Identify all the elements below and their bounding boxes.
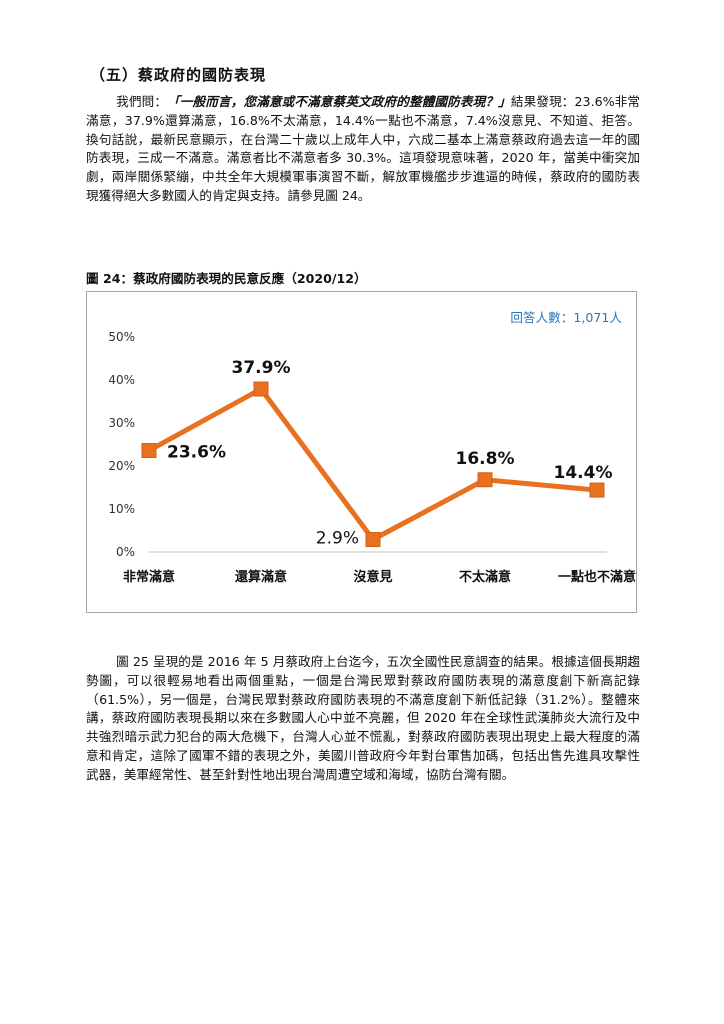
x-tick-label: 沒意見 xyxy=(353,569,392,585)
data-point xyxy=(365,532,381,548)
survey-question: 「一般而言，您滿意或不滿意蔡英文政府的整體國防表現？」 xyxy=(167,94,511,109)
section-title: （五）蔡政府的國防表現 xyxy=(90,66,267,84)
paragraph-trend-text: 圖 25 呈現的是 2016 年 5 月蔡政府上台迄今，五次全國性民意調查的結果… xyxy=(86,654,640,782)
data-point xyxy=(253,381,269,397)
chart-frame: 回答人數：1,071人 0% 10% 20% 30% 40% 50% 非常滿意 還算滿意 沒意見… xyxy=(86,291,637,613)
data-label: 2.9% xyxy=(316,529,359,549)
paragraph-body: 結果發現：23.6%非常滿意，37.9%還算滿意，16.8%不太滿意，14.4%… xyxy=(86,94,641,203)
data-label: 23.6% xyxy=(167,443,226,463)
paragraph-trend: 圖 25 呈現的是 2016 年 5 月蔡政府上台迄今，五次全國性民意調查的結果… xyxy=(86,653,640,785)
data-label: 37.9% xyxy=(232,358,291,378)
y-tick-label: 30% xyxy=(108,416,135,430)
line-chart: 0% 10% 20% 30% 40% 50% 非常滿意 還算滿意 沒意見 不太滿意 一點也不滿意 23… xyxy=(108,330,636,585)
paragraph-findings: 我們問：「一般而言，您滿意或不滿意蔡英文政府的整體國防表現？」結果發現：23.6… xyxy=(86,93,640,206)
y-tick-label: 20% xyxy=(108,459,135,473)
data-point xyxy=(477,472,493,488)
x-tick-label: 不太滿意 xyxy=(459,569,511,585)
data-point xyxy=(141,443,157,459)
paragraph-lead: 我們問： xyxy=(116,94,168,109)
y-tick-label: 40% xyxy=(108,373,135,387)
data-label: 14.4% xyxy=(554,463,613,483)
x-tick-label: 一點也不滿意 xyxy=(558,569,636,585)
figure-title: 圖 24：蔡政府國防表現的民意反應（2020/12） xyxy=(86,271,367,286)
data-label: 16.8% xyxy=(456,449,515,469)
y-tick-label: 10% xyxy=(108,502,135,516)
y-tick-label: 0% xyxy=(116,545,135,559)
respondents-count: 回答人數：1,071人 xyxy=(510,310,622,325)
y-tick-label: 50% xyxy=(108,330,135,344)
x-tick-label: 還算滿意 xyxy=(235,569,287,585)
x-tick-label: 非常滿意 xyxy=(123,569,175,585)
data-point xyxy=(589,482,605,498)
series-line xyxy=(147,386,598,543)
